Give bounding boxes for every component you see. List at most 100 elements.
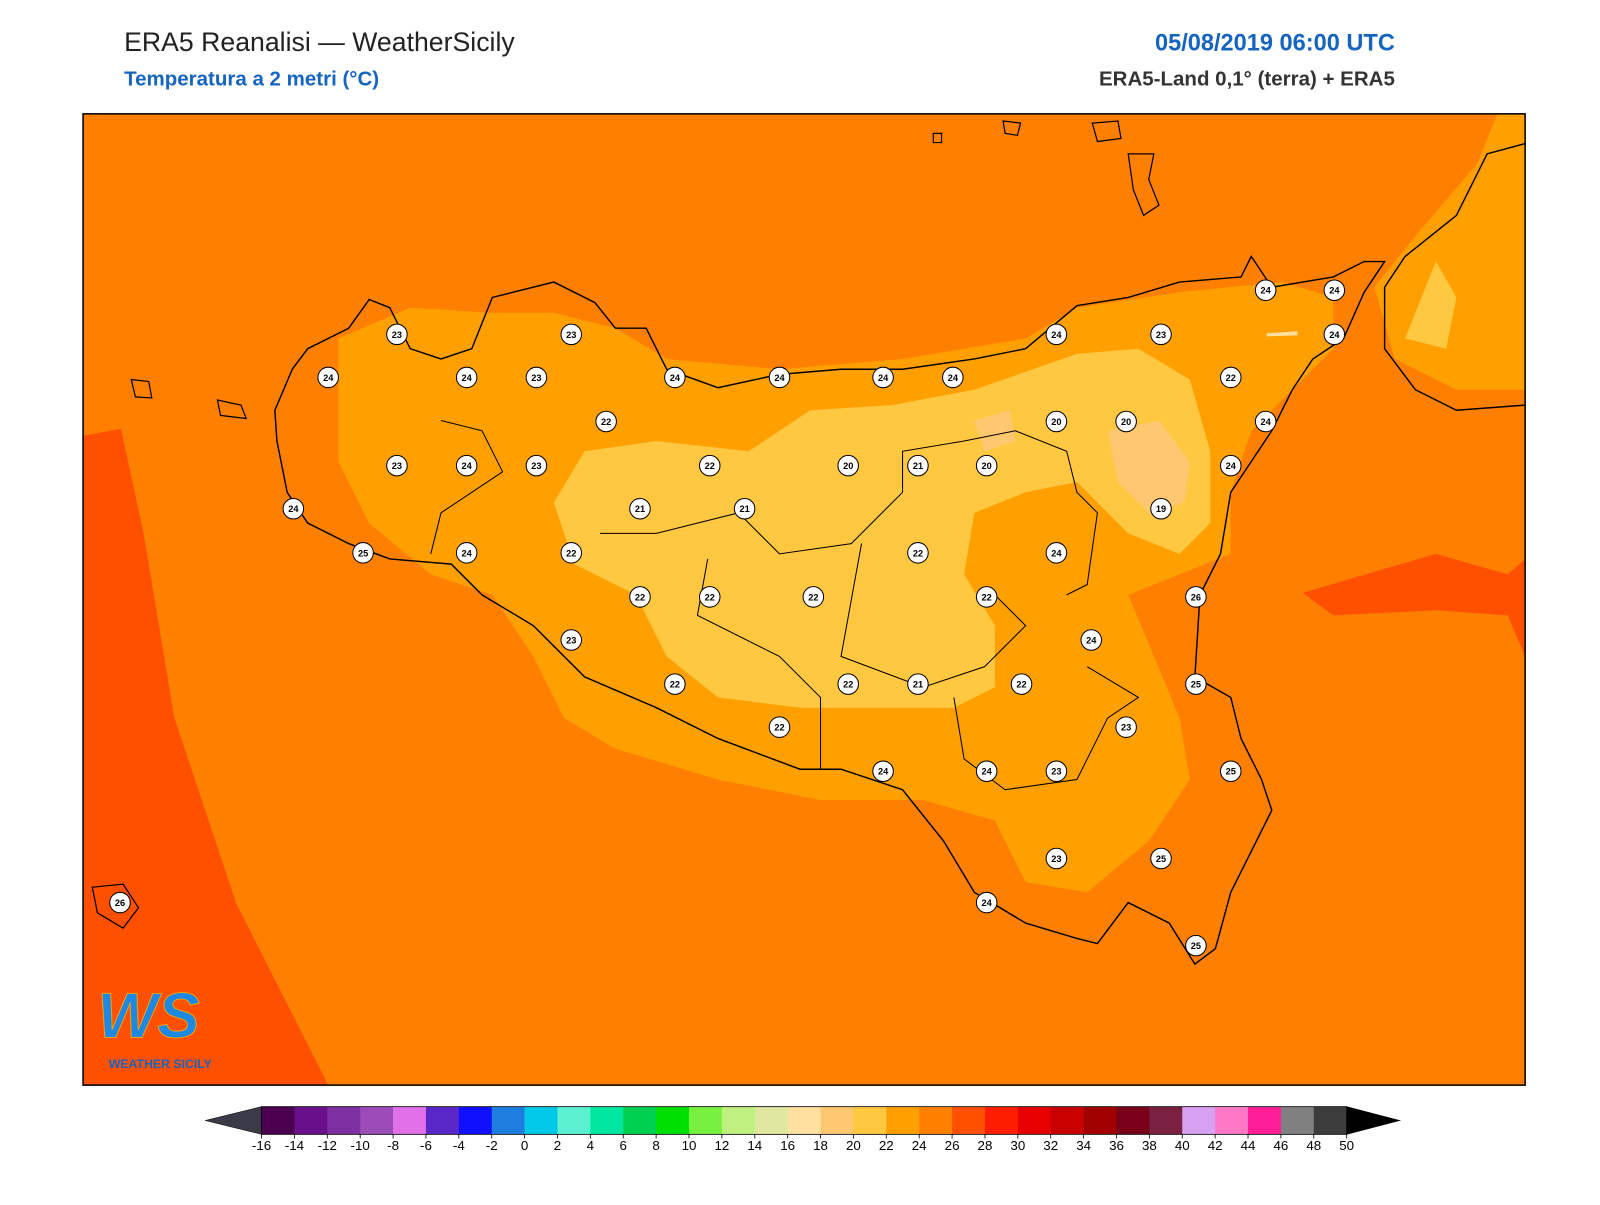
station: 20 [1045, 410, 1068, 433]
station-value: 24 [982, 898, 993, 908]
station-marker [1323, 323, 1346, 346]
field-contour [974, 410, 1016, 452]
station-value: 22 [1226, 373, 1236, 383]
station-marker [837, 673, 859, 695]
colorbar-tick-label: 4 [587, 1138, 595, 1153]
station-value: 24 [1261, 417, 1272, 427]
station-marker [802, 586, 825, 608]
station-value: 25 [1191, 941, 1201, 951]
station-marker [282, 497, 305, 520]
station-value: 22 [913, 548, 923, 558]
datetime: 05/08/2019 06:00 UTC [1155, 29, 1395, 55]
station-marker [1220, 366, 1242, 389]
station-value: 26 [115, 898, 125, 908]
station-marker [1115, 410, 1137, 433]
station-marker [698, 454, 721, 477]
station-value: 24 [1086, 635, 1097, 645]
island [91, 120, 1160, 930]
station-marker [1150, 497, 1172, 520]
station: 23 [386, 454, 408, 477]
station-value: 24 [462, 373, 473, 383]
colorbar-tick-label: 10 [682, 1138, 697, 1153]
station-value: 23 [392, 330, 402, 340]
station-value: 22 [705, 461, 715, 471]
station-marker [768, 716, 791, 738]
colorbar-tick-label: 24 [912, 1138, 927, 1153]
station: 23 [525, 366, 548, 389]
title: ERA5 Reanalisi — WeatherSicily [124, 27, 515, 57]
colorbar-frame [261, 1106, 1348, 1135]
field-contour [553, 348, 1211, 708]
colorbar-swatch [393, 1106, 427, 1135]
station-marker [1150, 323, 1172, 346]
station-marker [975, 454, 998, 477]
station-value: 24 [982, 767, 993, 777]
station-value: 23 [566, 635, 576, 645]
station-value: 24 [462, 548, 473, 558]
station: 25 [1185, 934, 1207, 957]
station-value: 22 [774, 723, 784, 733]
station: 22 [802, 586, 825, 608]
station-marker [975, 760, 998, 783]
station: 23 [1150, 323, 1172, 346]
colorbar-tick-label: 6 [620, 1138, 627, 1153]
colorbar-swatch [1215, 1106, 1249, 1135]
station: 23 [525, 454, 548, 477]
colorbar-tick-label: 12 [714, 1138, 729, 1153]
station-marker [525, 454, 548, 477]
station-value: 24 [1329, 330, 1340, 340]
colorbar-swatch [425, 1106, 460, 1135]
station-marker [1254, 410, 1277, 433]
station-marker [1080, 629, 1103, 651]
station: 26 [109, 891, 131, 914]
station-marker [455, 366, 478, 389]
station-marker [907, 542, 929, 564]
colorbar-swatch [327, 1106, 361, 1135]
station-value: 22 [705, 592, 715, 602]
station: 24 [1220, 454, 1242, 477]
station-marker [733, 497, 756, 520]
station: 24 [872, 366, 894, 389]
station: 24 [282, 497, 305, 520]
station: 24 [664, 366, 686, 389]
station-value: 24 [323, 373, 334, 383]
station-value: 21 [913, 461, 923, 471]
station: 24 [1323, 323, 1346, 346]
station-value: 24 [1261, 286, 1272, 296]
station: 24 [942, 366, 964, 389]
colorbar-swatch [919, 1106, 953, 1135]
colorbar-swatch [656, 1106, 690, 1135]
station: 25 [1185, 673, 1207, 695]
colorbar-swatch [754, 1106, 788, 1135]
colorbar-swatch [984, 1106, 1019, 1135]
station: 24 [975, 891, 998, 914]
station: 20 [837, 454, 859, 477]
station-value: 24 [774, 373, 785, 383]
station: 23 [560, 323, 583, 346]
colorbar-tick-label: 38 [1142, 1138, 1157, 1153]
coastline [274, 254, 1386, 966]
station: 25 [352, 542, 374, 564]
station-marker [1185, 934, 1207, 957]
province-border [430, 420, 1140, 791]
station-marker [1045, 847, 1068, 870]
station-marker [1185, 586, 1207, 608]
station-value: 23 [1156, 330, 1166, 340]
station-marker [1045, 410, 1068, 433]
colorbar-swatch [721, 1106, 756, 1135]
colorbar-swatch [689, 1106, 723, 1135]
colorbar-swatch [261, 1106, 295, 1135]
station-marker [386, 454, 408, 477]
station-value: 22 [601, 417, 611, 427]
station: 22 [1010, 673, 1033, 695]
station-value: 22 [670, 680, 680, 690]
station-value: 23 [392, 461, 402, 471]
logo-caption: WEATHER SICILY [109, 1057, 212, 1071]
station-marker [629, 586, 651, 608]
colorbar-swatch [886, 1106, 920, 1135]
station-marker [455, 542, 478, 564]
colorbar-tick-label: -10 [351, 1138, 370, 1153]
station: 22 [907, 542, 929, 564]
station-value: 22 [808, 592, 818, 602]
station-marker [1115, 716, 1137, 738]
